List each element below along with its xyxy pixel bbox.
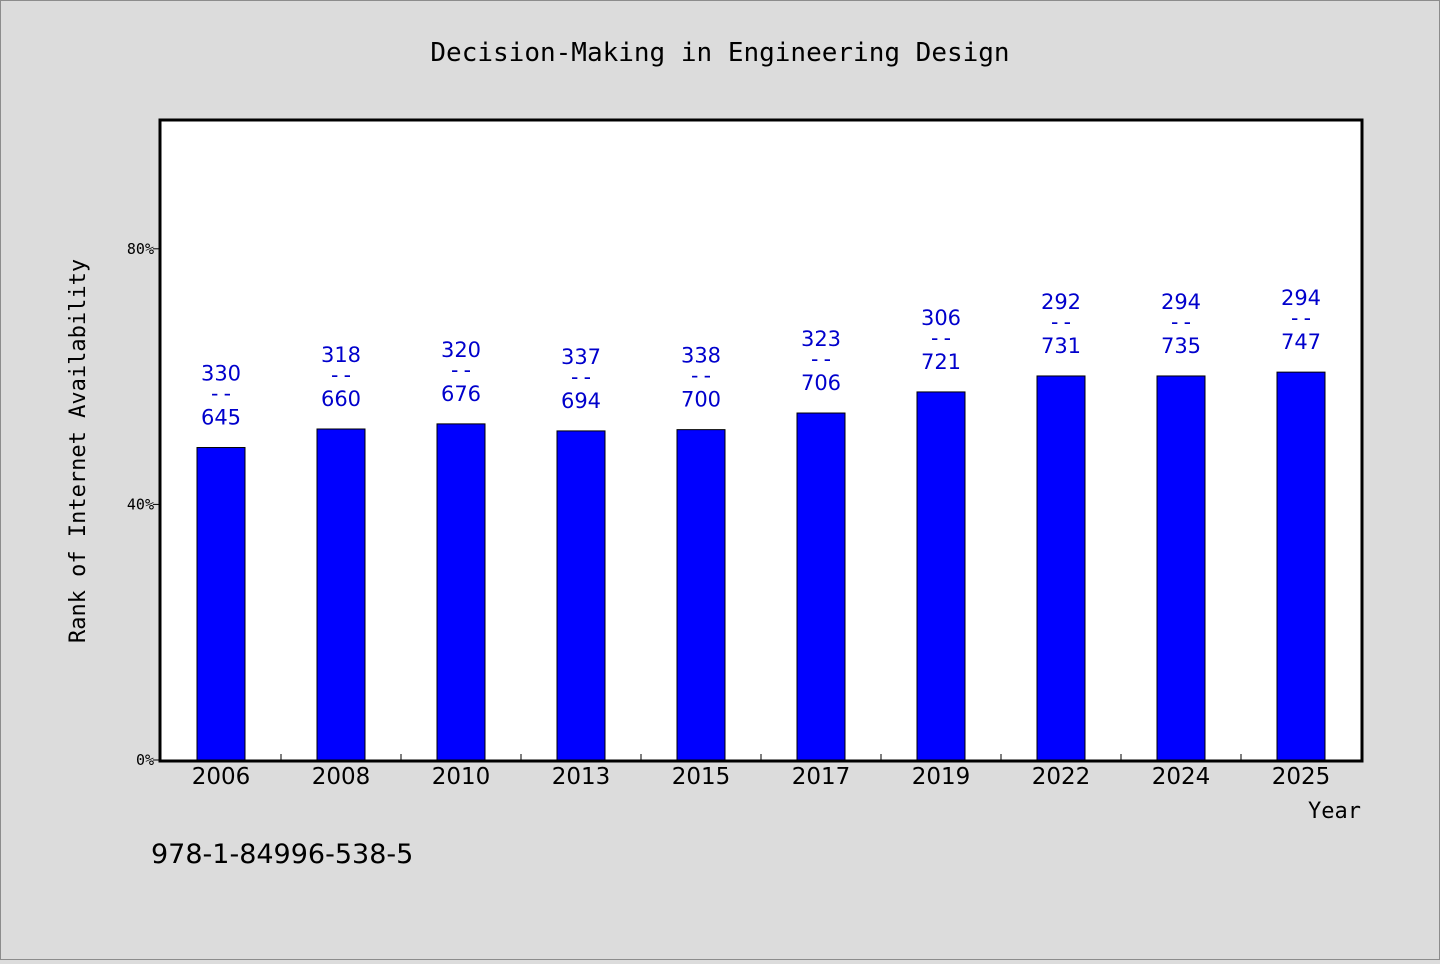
x-tick-label: 2010 <box>432 764 491 790</box>
bar-label-bottom: 694 <box>561 389 601 413</box>
bar-label-bottom: 645 <box>201 406 241 430</box>
y-axis-label: Rank of Internet Availability <box>66 259 91 643</box>
bar-label-separator: -- <box>1168 310 1193 334</box>
bar-label-separator: -- <box>448 358 473 382</box>
bar-label-separator: -- <box>808 347 833 371</box>
x-tick-label: 2008 <box>312 764 371 790</box>
bar <box>316 428 366 761</box>
bar-label-top: 330 <box>201 362 241 386</box>
bars <box>196 371 1326 761</box>
bar-label-separator: -- <box>208 382 233 406</box>
bar-label-separator: -- <box>928 326 953 350</box>
y-tick-label: 0% <box>136 751 154 769</box>
bar-label-top: 318 <box>321 343 361 367</box>
bar-label-top: 320 <box>441 338 481 362</box>
bar-label-top: 338 <box>681 344 721 368</box>
bar-label-separator: -- <box>328 363 353 387</box>
bar-label-bottom: 731 <box>1041 334 1081 358</box>
x-axis-label: Year <box>1308 799 1361 824</box>
bar-label-top: 306 <box>921 306 961 330</box>
x-axis: 2006 2008 2010 2013 2015 2017 2019 2022 2024 2025 <box>192 754 1331 790</box>
bar <box>1276 371 1326 761</box>
bar-label-bottom: 747 <box>1281 330 1321 354</box>
bar <box>916 391 966 761</box>
bar-label-bottom: 700 <box>681 388 721 412</box>
bar <box>676 429 726 761</box>
bar-label-top: 337 <box>561 345 601 369</box>
bar <box>1036 375 1086 761</box>
bar-label-top: 294 <box>1281 286 1321 310</box>
bar <box>1156 375 1206 761</box>
bar-label-separator: -- <box>1048 310 1073 334</box>
bar-labels: 330--645318--660320--676337--694338--700… <box>201 286 1321 429</box>
bar <box>436 423 486 761</box>
bar-label-top: 323 <box>801 327 841 351</box>
bar-label-separator: -- <box>688 364 713 388</box>
y-axis: 0% 40% 80% <box>127 240 161 769</box>
x-tick-label: 2025 <box>1272 764 1331 790</box>
bar-label-top: 294 <box>1161 290 1201 314</box>
bar-label-bottom: 735 <box>1161 334 1201 358</box>
bar <box>556 430 606 761</box>
bar-label-separator: -- <box>1288 306 1313 330</box>
bar-label-separator: -- <box>568 365 593 389</box>
bar-label-bottom: 676 <box>441 382 481 406</box>
bar-label-bottom: 660 <box>321 387 361 411</box>
x-tick-label: 2017 <box>792 764 851 790</box>
y-tick-label: 40% <box>127 495 154 513</box>
bar-label-top: 292 <box>1041 290 1081 314</box>
bar-label-bottom: 721 <box>921 350 961 374</box>
bar-label-bottom: 706 <box>801 371 841 395</box>
x-tick-label: 2024 <box>1152 764 1211 790</box>
x-tick-label: 2015 <box>672 764 731 790</box>
x-tick-label: 2006 <box>192 764 251 790</box>
x-tick-label: 2013 <box>552 764 611 790</box>
y-tick-label: 80% <box>127 240 154 258</box>
isbn-text: 978-1-84996-538-5 <box>151 839 413 870</box>
x-tick-label: 2022 <box>1032 764 1091 790</box>
bar <box>796 412 846 761</box>
bar <box>196 447 246 761</box>
chart-title: Decision-Making in Engineering Design <box>430 38 1009 68</box>
x-tick-label: 2019 <box>912 764 971 790</box>
